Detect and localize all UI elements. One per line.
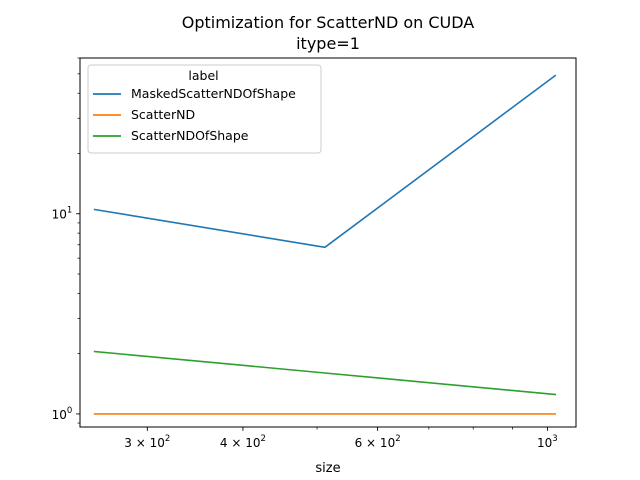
chart-subtitle: itype=1 — [296, 34, 360, 53]
legend: label MaskedScatterNDOfShape ScatterND Scat… — [87, 64, 322, 154]
plot-frame — [79, 57, 577, 428]
x-tick-label: 103 — [537, 434, 558, 450]
chart-title: Optimization for ScatterND on CUDA — [182, 13, 475, 32]
series-line-0 — [93, 74, 557, 249]
legend-entry-label: MaskedScatterNDOfShape — [131, 86, 296, 101]
legend-box — [87, 64, 322, 154]
y-tick-label: 101 — [52, 206, 73, 222]
plot-area — [79, 57, 577, 428]
x-tick-label: 6 × 102 — [355, 434, 401, 450]
x-tick-label: 3 × 102 — [124, 434, 170, 450]
legend-entry-label: ScatterNDOfShape — [131, 128, 249, 143]
legend-entry-label: ScatterND — [131, 107, 195, 122]
y-axis-ticks: 100 101 — [52, 57, 80, 424]
x-tick-label: 4 × 102 — [220, 434, 266, 450]
legend-title: label — [188, 68, 218, 83]
series-line-2 — [93, 350, 557, 396]
series-layer — [93, 74, 557, 415]
x-axis-label: size — [315, 461, 340, 476]
y-tick-label: 100 — [52, 406, 73, 422]
x-axis-ticks: 3 × 102 4 × 102 6 × 102 103 — [124, 427, 558, 450]
